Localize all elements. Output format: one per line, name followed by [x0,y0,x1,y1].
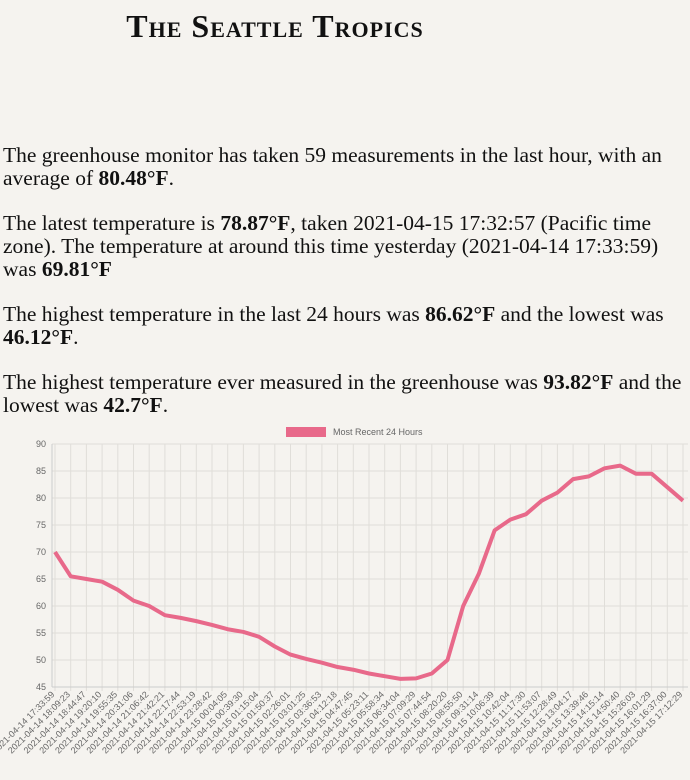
text: and the lowest was [3,370,682,417]
y-tick-label: 90 [36,439,46,449]
y-tick-label: 60 [36,601,46,611]
value: 42.7°F [103,393,163,417]
text: The greenhouse monitor has taken 59 meas… [3,143,662,190]
y-tick-label: 65 [36,574,46,584]
text: , taken 2021-04-15 17:32:57 (Pacific tim… [3,211,659,281]
line [53,463,685,681]
legend-swatch [286,427,326,437]
text: The highest temperature in the last 24 h… [3,302,426,326]
legend-label: Most Recent 24 Hours [333,427,423,437]
value: 86.62°F [425,302,496,326]
summary: The greenhouse monitor has taken 59 meas… [3,144,687,439]
y-tick-label: 50 [36,655,46,665]
y-tick-label: 45 [36,682,46,692]
text: . [168,166,174,190]
text: The latest temperature is [3,211,221,235]
text: and the lowest was [495,302,664,326]
y-tick-label: 70 [36,547,46,557]
text: . [162,393,169,417]
paragraph: The latest temperature is 78.87°F, taken… [3,212,687,281]
value: 69.81°F [41,257,112,281]
value: 93.82°F [543,370,614,394]
value: 80.48°F [98,166,169,190]
paragraph: The greenhouse monitor has taken 59 meas… [3,144,687,190]
y-tick-label: 55 [36,628,46,638]
page-title: The Seattle Tropics [126,8,424,44]
paragraph: The highest temperature ever measured in… [3,371,687,417]
text: . [73,325,79,349]
y-tick-label: 75 [36,520,46,530]
y-tick-label: 80 [36,493,46,503]
value: 46.12°F [3,325,74,349]
value: 78.87°F [220,211,291,235]
y-tick-label: 85 [36,466,46,476]
text: The highest temperature ever measured in… [3,370,544,394]
paragraph: The highest temperature in the last 24 h… [3,303,687,349]
